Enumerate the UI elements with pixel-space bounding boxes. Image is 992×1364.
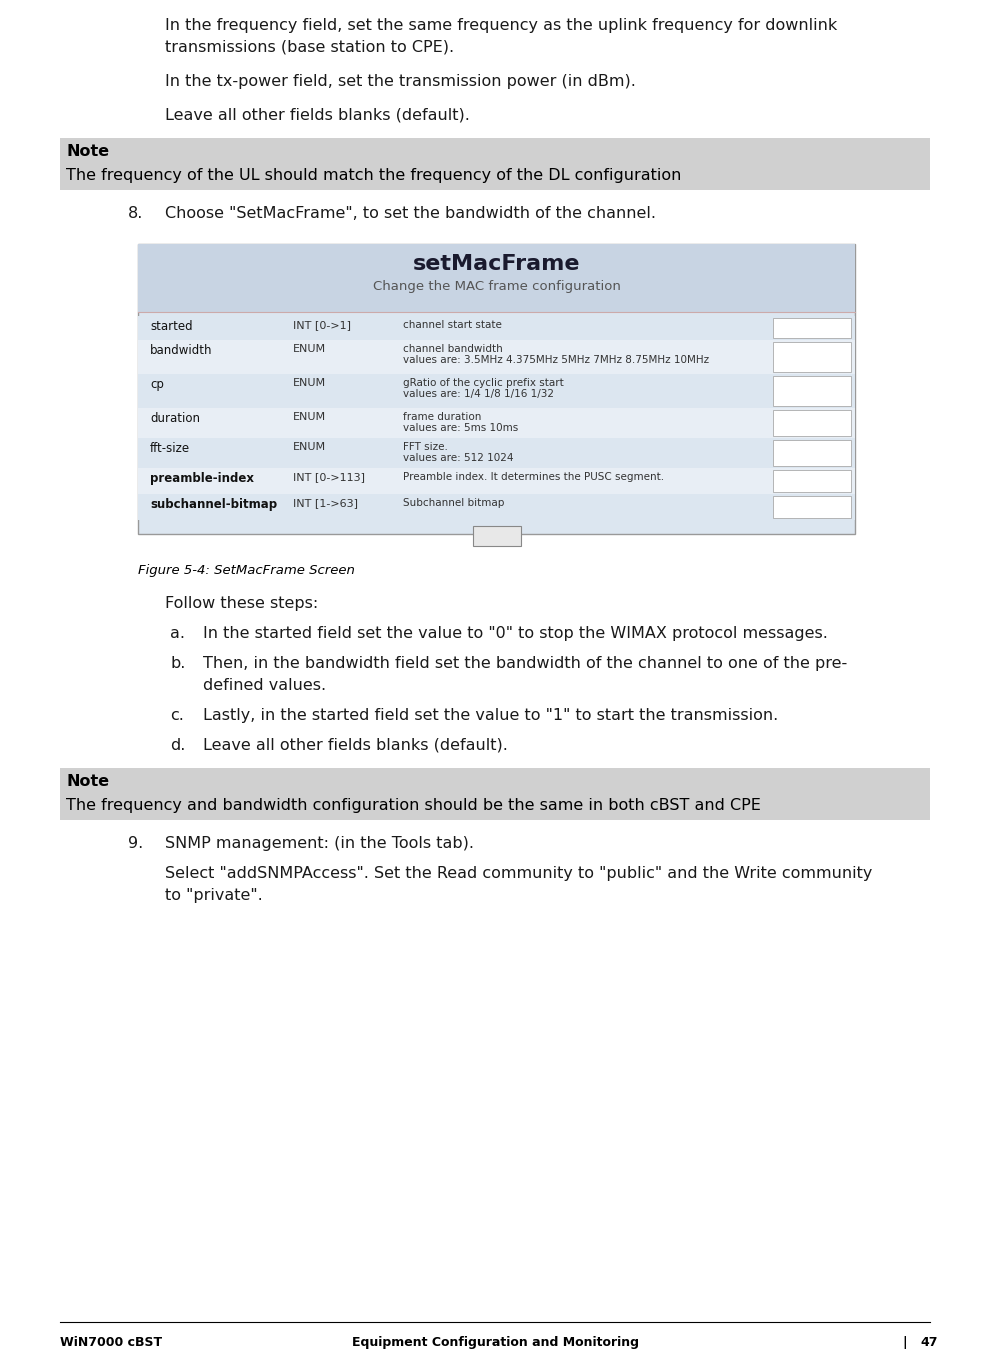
Bar (773, 318, 851, 338)
Text: 9.: 9. (128, 836, 143, 851)
Text: bandwidth: bandwidth (150, 344, 212, 357)
Text: cp: cp (150, 378, 164, 391)
Text: INT [0->1]: INT [0->1] (293, 321, 351, 330)
Bar (138, 494, 855, 520)
Text: Note: Note (66, 145, 109, 160)
Text: transmissions (base station to CPE).: transmissions (base station to CPE). (165, 40, 454, 55)
Text: Note: Note (66, 773, 109, 788)
Text: SNMP management: (in the Tools tab).: SNMP management: (in the Tools tab). (165, 836, 474, 851)
Text: values are: 1/4 1/8 1/16 1/32: values are: 1/4 1/8 1/16 1/32 (403, 389, 554, 400)
Text: values are: 3.5MHz 4.375MHz 5MHz 7MHz 8.75MHz 10MHz: values are: 3.5MHz 4.375MHz 5MHz 7MHz 8.… (403, 355, 709, 366)
Bar (773, 411, 851, 436)
Text: 47: 47 (920, 1335, 937, 1349)
Text: The frequency of the UL should match the frequency of the DL configuration: The frequency of the UL should match the… (66, 168, 682, 183)
Text: 8.: 8. (128, 206, 144, 221)
Text: Leave all other fields blanks (default).: Leave all other fields blanks (default). (165, 108, 470, 123)
Bar (138, 374, 855, 408)
Text: INT [1->63]: INT [1->63] (293, 498, 358, 507)
Text: Follow these steps:: Follow these steps: (165, 596, 318, 611)
Bar (472, 527, 521, 546)
Text: Preamble index. It determines the PUSC segment.: Preamble index. It determines the PUSC s… (403, 472, 664, 481)
Text: a.: a. (170, 626, 185, 641)
Text: Change the MAC frame configuration: Change the MAC frame configuration (373, 280, 620, 293)
Bar (773, 441, 851, 466)
Bar (138, 408, 855, 438)
Bar (773, 342, 851, 372)
Bar (138, 316, 855, 340)
Text: ENUM: ENUM (293, 344, 326, 355)
Bar (138, 244, 855, 533)
Text: In the tx-power field, set the transmission power (in dBm).: In the tx-power field, set the transmiss… (165, 74, 636, 89)
Bar (773, 496, 851, 518)
Text: preamble-index: preamble-index (150, 472, 254, 486)
Text: Lastly, in the started field set the value to "1" to start the transmission.: Lastly, in the started field set the val… (203, 708, 779, 723)
Text: INT [0->113]: INT [0->113] (293, 472, 365, 481)
Text: Leave all other fields blanks (default).: Leave all other fields blanks (default). (203, 738, 508, 753)
Bar (773, 376, 851, 406)
Text: to "private".: to "private". (165, 888, 263, 903)
Text: frame duration: frame duration (403, 412, 481, 421)
Text: values are: 512 1024: values are: 512 1024 (403, 453, 514, 462)
Text: subchannel-bitmap: subchannel-bitmap (150, 498, 277, 512)
Text: FFT size.: FFT size. (403, 442, 447, 451)
Text: WiN7000 cBST: WiN7000 cBST (60, 1335, 162, 1349)
Bar (60, 138, 930, 190)
Text: |: | (902, 1335, 907, 1349)
Bar (138, 438, 855, 468)
Text: channel start state: channel start state (403, 321, 502, 330)
Text: The frequency and bandwidth configuration should be the same in both cBST and CP: The frequency and bandwidth configuratio… (66, 798, 761, 813)
Text: ENUM: ENUM (293, 442, 326, 451)
Bar (60, 768, 930, 820)
Text: Call: Call (485, 529, 508, 542)
Text: defined values.: defined values. (203, 678, 326, 693)
Text: started: started (150, 321, 192, 333)
Bar (138, 244, 855, 312)
Text: Equipment Configuration and Monitoring: Equipment Configuration and Monitoring (351, 1335, 639, 1349)
Text: In the started field set the value to "0" to stop the WIMAX protocol messages.: In the started field set the value to "0… (203, 626, 828, 641)
Text: fft-size: fft-size (150, 442, 190, 456)
Text: Figure 5-4: SetMacFrame Screen: Figure 5-4: SetMacFrame Screen (138, 563, 355, 577)
Text: ENUM: ENUM (293, 378, 326, 387)
Text: Choose "SetMacFrame", to set the bandwidth of the channel.: Choose "SetMacFrame", to set the bandwid… (165, 206, 656, 221)
Text: Select "addSNMPAccess". Set the Read community to "public" and the Write communi: Select "addSNMPAccess". Set the Read com… (165, 866, 872, 881)
Text: setMacFrame: setMacFrame (413, 254, 580, 274)
Text: d.: d. (170, 738, 186, 753)
Text: Subchannel bitmap: Subchannel bitmap (403, 498, 504, 507)
Text: channel bandwidth: channel bandwidth (403, 344, 503, 355)
Text: values are: 5ms 10ms: values are: 5ms 10ms (403, 423, 518, 432)
Bar (138, 468, 855, 494)
Bar (773, 471, 851, 492)
Text: In the frequency field, set the same frequency as the uplink frequency for downl: In the frequency field, set the same fre… (165, 18, 837, 33)
Text: ENUM: ENUM (293, 412, 326, 421)
Text: c.: c. (170, 708, 184, 723)
Text: b.: b. (170, 656, 186, 671)
Text: Then, in the bandwidth field set the bandwidth of the channel to one of the pre-: Then, in the bandwidth field set the ban… (203, 656, 847, 671)
Text: duration: duration (150, 412, 200, 426)
Bar (138, 340, 855, 374)
Text: gRatio of the cyclic prefix start: gRatio of the cyclic prefix start (403, 378, 563, 387)
